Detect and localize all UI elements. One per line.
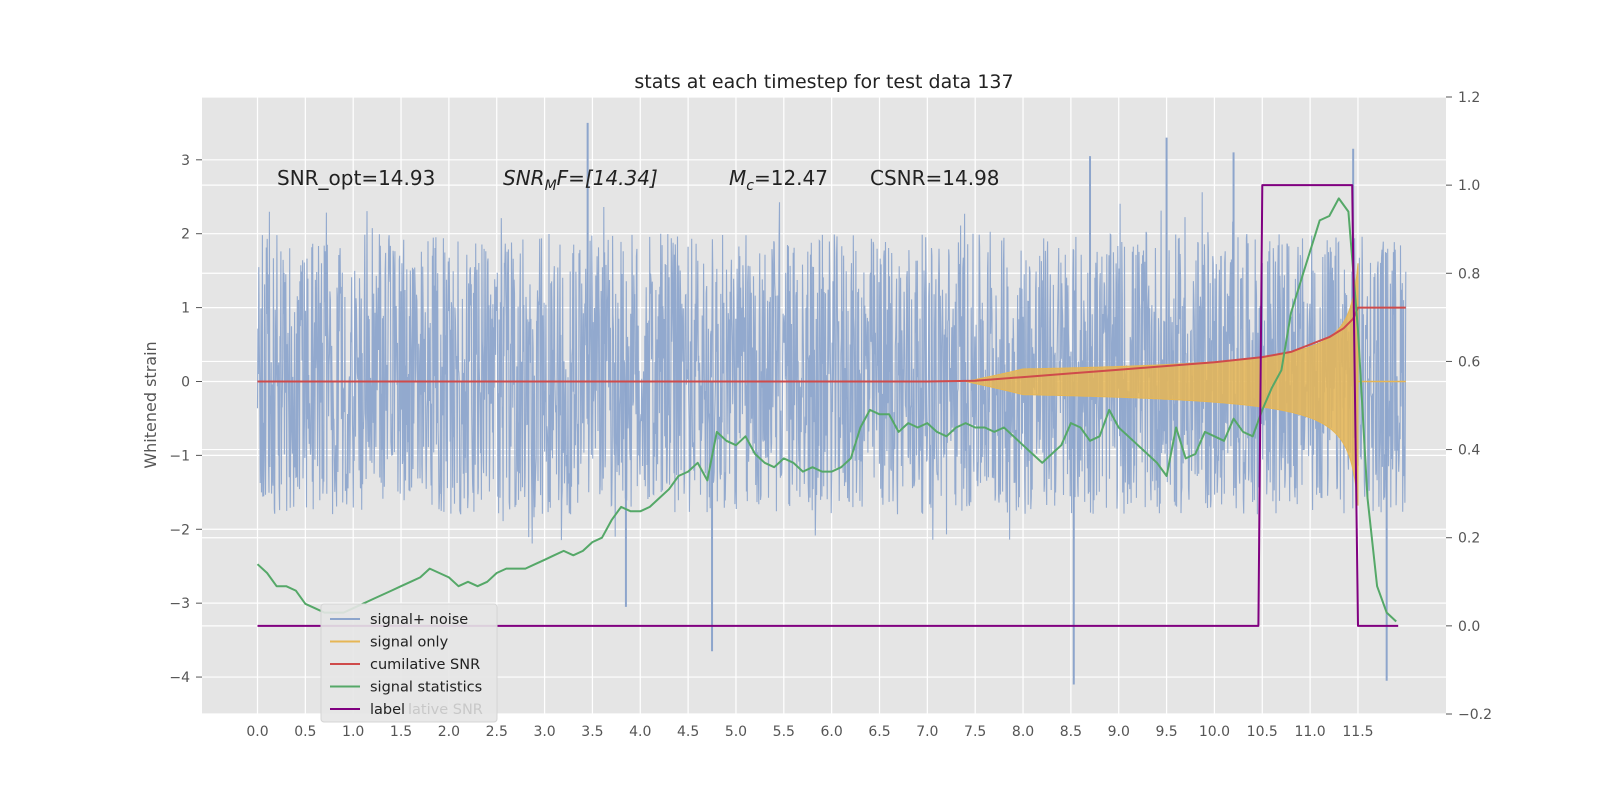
x-tick-label: 8.0: [1012, 724, 1034, 740]
x-tick-label: 0.0: [246, 724, 268, 740]
legend-label: cumilative SNR: [370, 657, 480, 673]
legend-label: signal statistics: [370, 680, 482, 696]
x-tick-label: 2.5: [486, 724, 508, 740]
y-tick-label: 2: [181, 227, 190, 243]
x-tick-label: 2.0: [438, 724, 460, 740]
tick-labels: 0.0 0.5 1.0 1.5 2.0 2.5 3.0 3.5 4.0 4.5 5.0 5.5 6.0 6…: [169, 90, 1492, 740]
x-tick-label: 1.5: [390, 724, 412, 740]
y-right-tick-label: 0.0: [1458, 619, 1480, 635]
annotation-mc: Mc=12.47: [729, 166, 828, 194]
legend-label: signal+ noise: [370, 612, 468, 628]
y-tick-label: −2: [169, 522, 190, 538]
annotation-mc-sub: c: [746, 178, 754, 194]
x-tick-label: 1.0: [342, 724, 364, 740]
signal-only-envelope: [965, 263, 1359, 506]
x-tick-label: 11.5: [1342, 724, 1373, 740]
y-tick-label: −1: [169, 448, 190, 464]
x-tick-label: 3.0: [533, 724, 555, 740]
data-layer: [256, 122, 1407, 685]
y-right-tick-label: 1.2: [1458, 90, 1480, 106]
y-tick-label: −3: [169, 596, 190, 612]
x-tick-label: 6.0: [821, 724, 843, 740]
y-right-tick-label: 0.2: [1458, 531, 1480, 547]
x-tick-label: 4.5: [677, 724, 699, 740]
annotation-mc-rest: =12.47: [754, 166, 828, 190]
y-right-tick-label: −0.2: [1458, 707, 1492, 723]
series-signal-statistics-line: [256, 197, 1397, 623]
x-tick-label: 11.0: [1295, 724, 1326, 740]
annotation-mc-base: M: [729, 166, 746, 190]
x-tick-label: 7.5: [964, 724, 986, 740]
legend-box: [320, 603, 498, 723]
x-tick-label: 6.5: [868, 724, 890, 740]
series-label-line: [257, 184, 1399, 627]
x-tick-label: 5.0: [725, 724, 747, 740]
x-tick-label: 9.0: [1108, 724, 1130, 740]
x-tick-label: 5.5: [773, 724, 795, 740]
annotation-snr-mf-sub: M: [545, 178, 557, 194]
chart-title: stats at each timestep for test data 137: [634, 71, 1013, 93]
x-tick-label: 3.5: [581, 724, 603, 740]
y-right-tick-label: 0.4: [1458, 443, 1480, 459]
annotation-snr-mf: SNRMF=[14.34]: [503, 166, 658, 194]
annotation-snr-mf-rest: F=[14.34]: [557, 166, 658, 190]
annotation-snr-mf-base: SNR: [503, 166, 545, 190]
y-axis-label: Whitened strain: [141, 341, 160, 468]
annotation-snr-opt: SNR_opt=14.93: [277, 166, 435, 190]
y-tick-label: 0: [181, 374, 190, 390]
x-tick-label: 10.0: [1199, 724, 1230, 740]
x-tick-label: 7.0: [916, 724, 938, 740]
y-right-tick-label: 1.0: [1458, 178, 1480, 194]
annotation-csnr: CSNR=14.98: [870, 166, 1000, 190]
x-tick-label: 4.0: [629, 724, 651, 740]
x-tick-label: 8.5: [1060, 724, 1082, 740]
series-cumulative-snr-line: [257, 306, 1406, 383]
legend-label: label: [370, 702, 405, 718]
legend: lative SNR signal+ noise signal only cumil…: [320, 603, 498, 723]
y-right-tick-label: 0.8: [1458, 266, 1480, 282]
x-tick-label: 10.5: [1247, 724, 1278, 740]
y-tick-label: 1: [181, 301, 190, 317]
legend-label: signal only: [370, 635, 449, 651]
y-tick-label: 3: [181, 153, 190, 169]
series-signal-only: [965, 263, 1406, 506]
x-tick-label: 9.5: [1155, 724, 1177, 740]
legend-ghost-text: lative SNR: [408, 702, 483, 718]
annotations: SNR_opt=14.93 SNRMF=[14.34] Mc=12.47 CSN…: [277, 166, 1000, 194]
y-right-tick-label: 0.6: [1458, 354, 1480, 370]
x-tick-label: 0.5: [294, 724, 316, 740]
y-tick-label: −4: [169, 670, 190, 686]
